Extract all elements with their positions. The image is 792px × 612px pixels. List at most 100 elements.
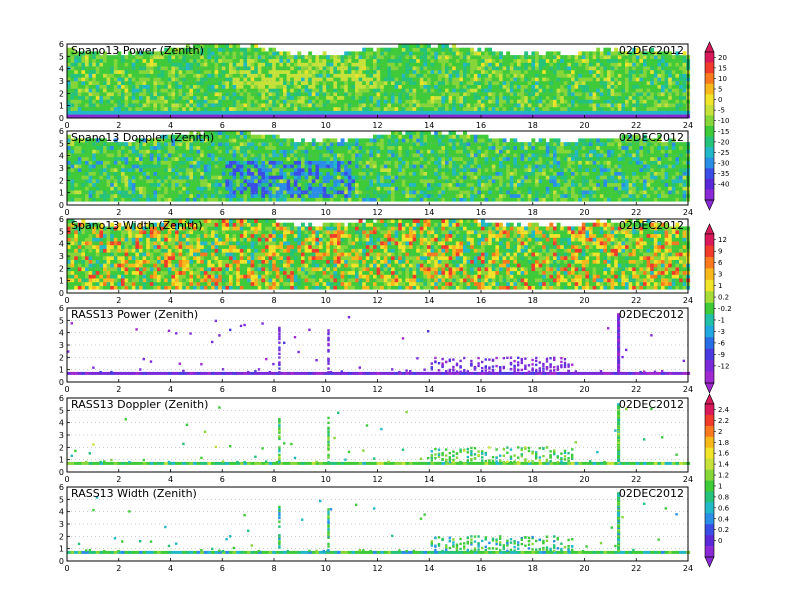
heat-cell [232, 62, 237, 67]
heat-cell [344, 175, 349, 180]
heat-cell [185, 164, 190, 169]
heat-cell [560, 106, 565, 111]
heat-cell [628, 73, 633, 78]
heat-cell [272, 179, 277, 184]
heat-cell [409, 156, 413, 161]
heat-cell [434, 81, 439, 85]
heat-cell [250, 47, 255, 52]
heat-cell [653, 51, 658, 56]
heat-cell [387, 110, 392, 115]
heat-cell [67, 110, 71, 115]
heat-cell [427, 58, 431, 63]
heat-cell [113, 182, 118, 187]
heat-cell [92, 84, 97, 89]
heat-cell [394, 175, 399, 180]
heat-cell [293, 66, 298, 71]
heat-cell [679, 69, 683, 74]
heat-cell [218, 69, 223, 74]
heat-cell [401, 55, 406, 60]
heat-cell [308, 145, 313, 150]
heat-cell [455, 77, 460, 82]
heat-cell [92, 156, 97, 161]
heat-cell [599, 88, 604, 93]
heat-cell [117, 179, 122, 184]
heat-cell [643, 69, 647, 74]
heat-cell [333, 149, 338, 154]
heat-cell [142, 95, 147, 100]
heat-cell [229, 156, 233, 161]
heat-cell [625, 110, 629, 115]
heat-cell [578, 69, 583, 74]
heat-cell [171, 88, 176, 93]
heat-cell [250, 190, 255, 195]
heat-cell [275, 160, 280, 165]
heat-cell [268, 171, 273, 176]
heat-cell [236, 62, 241, 67]
heat-cell [171, 171, 176, 176]
heat-cell [203, 193, 208, 198]
heat-cell [506, 110, 511, 115]
heat-cell [243, 153, 248, 158]
heat-cell [416, 160, 421, 165]
heat-cell [157, 186, 161, 191]
heat-cell [265, 55, 269, 60]
heat-cell [657, 62, 662, 67]
heat-cell [326, 103, 331, 108]
heat-cell [290, 164, 295, 169]
heat-cell [203, 171, 208, 176]
heat-cell [243, 84, 248, 89]
heat-cell [398, 168, 403, 172]
heat-cell [214, 175, 219, 180]
heat-cell [661, 95, 665, 100]
heat-cell [538, 69, 543, 74]
heat-cell [185, 142, 190, 147]
heat-cell [596, 95, 601, 100]
heat-cell [297, 145, 302, 150]
heat-cell [214, 171, 219, 176]
heat-cell [153, 103, 158, 108]
heat-cell [243, 168, 248, 172]
heat-cell [531, 58, 536, 63]
heat-cell [319, 197, 323, 202]
heat-cell [74, 153, 79, 158]
heat-cell [621, 84, 626, 89]
heat-cell [110, 182, 115, 187]
heat-cell [74, 160, 79, 165]
heat-cell [88, 160, 93, 165]
heat-cell [430, 88, 435, 93]
heat-cell [473, 69, 478, 74]
heat-cell [571, 62, 575, 67]
heat-cell [128, 190, 133, 195]
heat-cell [675, 110, 680, 115]
heat-cell [225, 190, 230, 195]
heat-cell [347, 103, 352, 108]
heat-cell [578, 114, 583, 119]
heat-cell [625, 55, 629, 60]
heat-cell [419, 168, 424, 172]
heat-cell [200, 142, 205, 147]
heat-cell [675, 84, 680, 89]
heat-cell [470, 69, 475, 74]
heat-cell [286, 190, 291, 195]
heat-cell [355, 168, 359, 172]
heat-cell [455, 110, 460, 115]
heat-cell [203, 168, 208, 172]
heat-cell [121, 114, 125, 119]
heat-cell [81, 175, 86, 180]
heat-cell [207, 114, 212, 119]
heat-cell [261, 197, 266, 202]
heat-cell [344, 95, 349, 100]
heat-cell [236, 149, 241, 154]
heat-cell [409, 164, 413, 169]
heat-cell [643, 55, 647, 60]
heat-cell [95, 160, 100, 165]
heat-cell [635, 51, 640, 56]
heat-cell [599, 84, 604, 89]
heat-cell [409, 186, 413, 191]
heat-cell [405, 179, 410, 184]
heat-cell [175, 95, 179, 100]
heat-cell [268, 160, 273, 165]
heat-cell [315, 99, 320, 104]
heat-cell [571, 55, 575, 60]
